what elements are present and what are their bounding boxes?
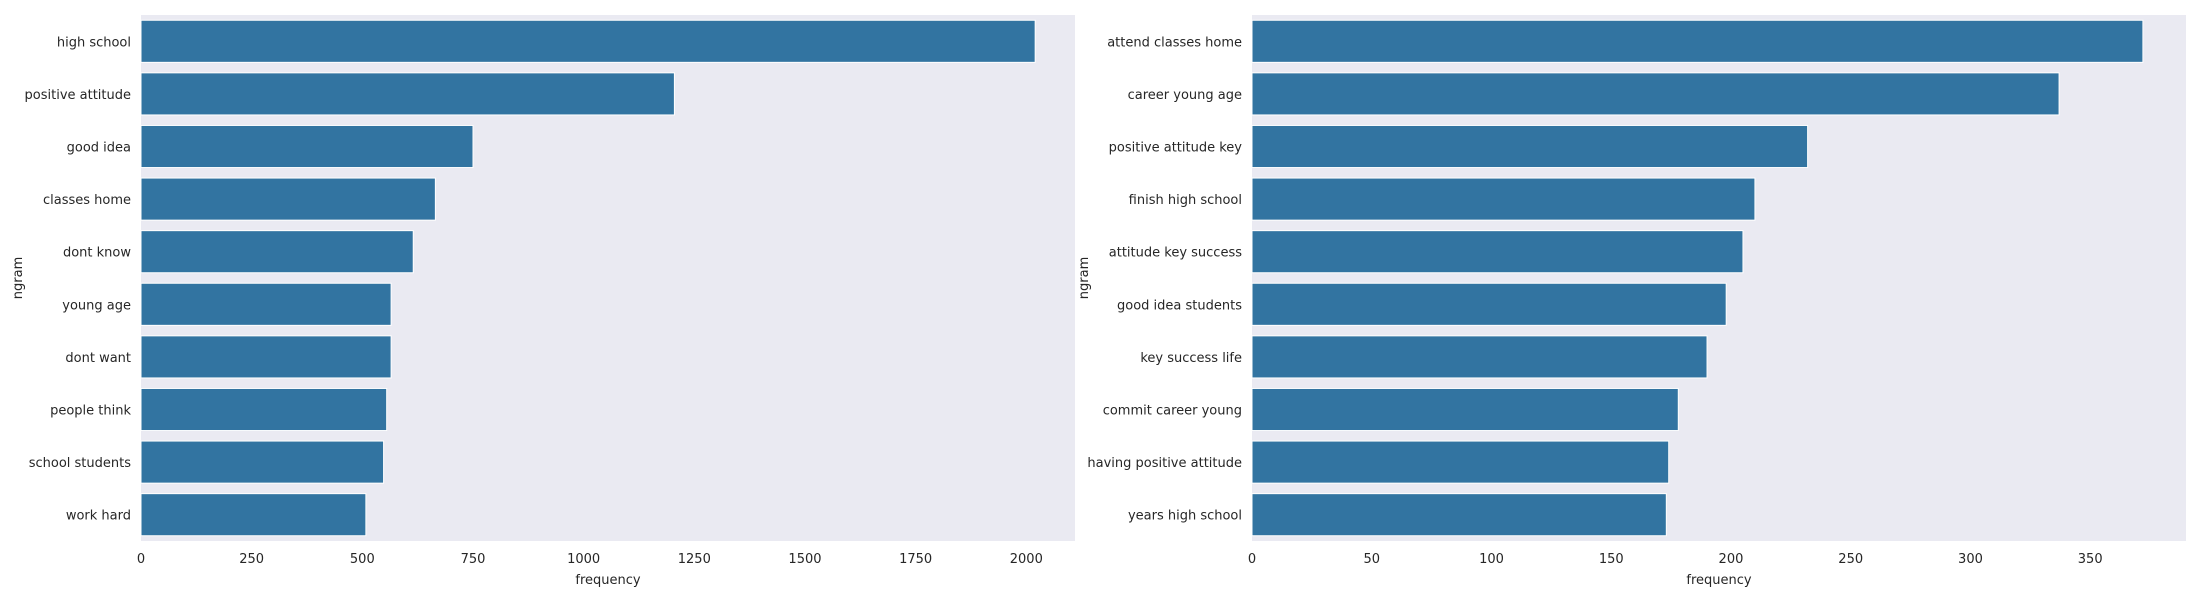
- bar: [1251, 493, 1667, 537]
- category-label: having positive attitude: [1087, 456, 1242, 471]
- y-axis-label: ngram: [1077, 257, 1092, 299]
- bar: [140, 19, 1036, 63]
- bar: [1251, 282, 1727, 326]
- bar: [1251, 177, 1756, 221]
- x-axis-label: frequency: [1686, 573, 1752, 588]
- x-tick-label: 50: [1363, 552, 1380, 567]
- bar: [1251, 230, 1744, 274]
- bar: [140, 230, 414, 274]
- x-tick-label: 100: [1479, 552, 1504, 567]
- category-label: high school: [57, 35, 131, 50]
- category-label: commit career young: [1103, 404, 1242, 419]
- bar: [1251, 335, 1708, 379]
- x-tick-label: 300: [1958, 552, 1983, 567]
- x-tick-label: 750: [461, 552, 486, 567]
- category-label: dont want: [65, 351, 131, 366]
- category-label: classes home: [43, 193, 131, 208]
- x-tick-label: 1250: [678, 552, 711, 567]
- bar: [1251, 440, 1670, 484]
- bar: [1251, 72, 2060, 116]
- category-label: attend classes home: [1107, 35, 1242, 50]
- category-label: school students: [29, 456, 132, 471]
- category-label: work hard: [66, 509, 131, 524]
- bar: [1251, 387, 1679, 432]
- category-label: attitude key success: [1109, 246, 1242, 261]
- category-label: good idea students: [1117, 298, 1242, 313]
- y-axis-label: ngram: [11, 257, 26, 299]
- x-tick-label: 500: [350, 552, 375, 567]
- category-label: positive attitude key: [1109, 141, 1243, 156]
- bar: [140, 335, 392, 379]
- category-label: people think: [50, 404, 131, 419]
- bar: [140, 282, 392, 326]
- x-tick-label: 1500: [788, 552, 821, 567]
- bar: [1251, 19, 2144, 63]
- x-axis-label: frequency: [575, 573, 641, 588]
- category-label: good idea: [67, 141, 131, 156]
- bar: [140, 387, 388, 432]
- bar: [140, 177, 436, 221]
- x-tick-label: 0: [137, 552, 145, 567]
- x-tick-label: 1000: [567, 552, 600, 567]
- panel-trigrams: attend classes home career young age posit…: [1077, 15, 2186, 588]
- category-label: career young age: [1128, 88, 1242, 103]
- category-label: years high school: [1128, 509, 1242, 524]
- x-tick-label: 150: [1599, 552, 1624, 567]
- x-tick-label: 250: [1838, 552, 1863, 567]
- category-label: positive attitude: [25, 88, 131, 103]
- bar: [140, 124, 474, 169]
- x-tick-label: 0: [1248, 552, 1256, 567]
- x-tick-label: 2000: [1010, 552, 1043, 567]
- x-tick-label: 250: [239, 552, 264, 567]
- x-tick-label: 200: [1719, 552, 1744, 567]
- category-label: finish high school: [1129, 193, 1242, 208]
- bar: [140, 440, 385, 484]
- category-label: dont know: [63, 246, 131, 261]
- category-label: young age: [62, 298, 131, 313]
- bar: [140, 493, 367, 537]
- bar: [140, 72, 675, 116]
- bar: [1251, 124, 1809, 169]
- x-tick-label: 350: [2078, 552, 2103, 567]
- category-label: key success life: [1140, 351, 1242, 366]
- panel-bigrams: high school positive attitude good idea cla…: [11, 15, 1075, 588]
- x-tick-label: 1750: [899, 552, 932, 567]
